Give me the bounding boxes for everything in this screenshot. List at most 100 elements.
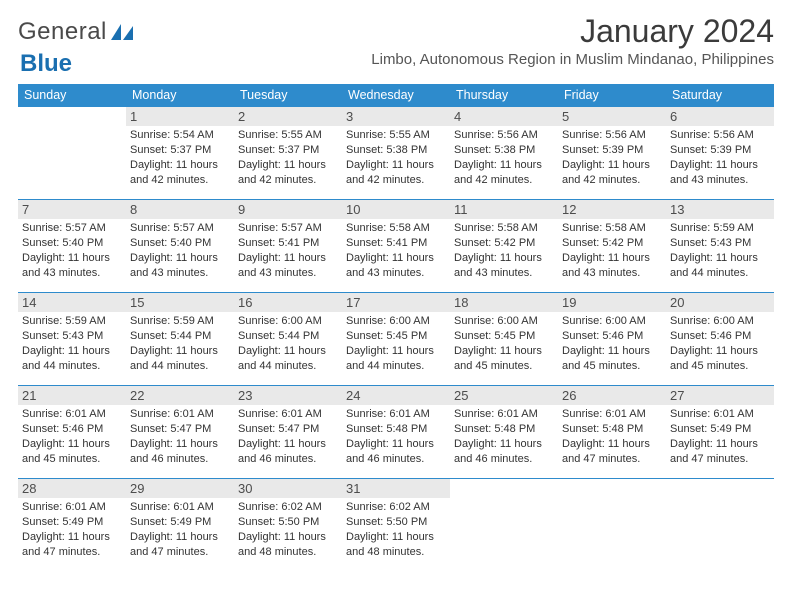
- weekday-header: Monday: [126, 84, 234, 107]
- day-number: 4: [450, 107, 558, 126]
- daylight-text: Daylight: 11 hours and 48 minutes.: [346, 530, 446, 560]
- daylight-text: Daylight: 11 hours and 46 minutes.: [454, 437, 554, 467]
- sunrise-text: Sunrise: 6:02 AM: [346, 500, 446, 515]
- weekday-header: Saturday: [666, 84, 774, 107]
- sunset-text: Sunset: 5:44 PM: [238, 329, 338, 344]
- day-number: 24: [342, 386, 450, 405]
- sunrise-text: Sunrise: 6:00 AM: [346, 314, 446, 329]
- daylight-text: Daylight: 11 hours and 43 minutes.: [130, 251, 230, 281]
- calendar-table: Sunday Monday Tuesday Wednesday Thursday…: [18, 84, 774, 571]
- day-number: 29: [126, 479, 234, 498]
- calendar-cell: 22Sunrise: 6:01 AMSunset: 5:47 PMDayligh…: [126, 386, 234, 479]
- sunset-text: Sunset: 5:46 PM: [670, 329, 770, 344]
- calendar-cell: 13Sunrise: 5:59 AMSunset: 5:43 PMDayligh…: [666, 200, 774, 293]
- brand-logo: General: [18, 14, 137, 46]
- daylight-text: Daylight: 11 hours and 43 minutes.: [670, 158, 770, 188]
- calendar-cell: .: [18, 107, 126, 200]
- weekday-header: Wednesday: [342, 84, 450, 107]
- calendar-cell: 8Sunrise: 5:57 AMSunset: 5:40 PMDaylight…: [126, 200, 234, 293]
- calendar-cell: 9Sunrise: 5:57 AMSunset: 5:41 PMDaylight…: [234, 200, 342, 293]
- daylight-text: Daylight: 11 hours and 44 minutes.: [346, 344, 446, 374]
- calendar-cell: 7Sunrise: 5:57 AMSunset: 5:40 PMDaylight…: [18, 200, 126, 293]
- day-number: 28: [18, 479, 126, 498]
- daylight-text: Daylight: 11 hours and 42 minutes.: [130, 158, 230, 188]
- daylight-text: Daylight: 11 hours and 46 minutes.: [346, 437, 446, 467]
- calendar-cell: 26Sunrise: 6:01 AMSunset: 5:48 PMDayligh…: [558, 386, 666, 479]
- sunrise-text: Sunrise: 6:01 AM: [130, 500, 230, 515]
- daylight-text: Daylight: 11 hours and 46 minutes.: [238, 437, 338, 467]
- calendar-cell: 14Sunrise: 5:59 AMSunset: 5:43 PMDayligh…: [18, 293, 126, 386]
- daylight-text: Daylight: 11 hours and 44 minutes.: [238, 344, 338, 374]
- weekday-row: Sunday Monday Tuesday Wednesday Thursday…: [18, 84, 774, 107]
- day-number: 22: [126, 386, 234, 405]
- calendar-cell: 27Sunrise: 6:01 AMSunset: 5:49 PMDayligh…: [666, 386, 774, 479]
- calendar-cell: 12Sunrise: 5:58 AMSunset: 5:42 PMDayligh…: [558, 200, 666, 293]
- sunrise-text: Sunrise: 5:59 AM: [22, 314, 122, 329]
- calendar-page: General January 2024 Limbo, Autonomous R…: [0, 0, 792, 612]
- sunrise-text: Sunrise: 5:58 AM: [454, 221, 554, 236]
- sunrise-text: Sunrise: 6:01 AM: [238, 407, 338, 422]
- calendar-cell: .: [558, 479, 666, 572]
- day-number: 25: [450, 386, 558, 405]
- day-number: 8: [126, 200, 234, 219]
- calendar-head: Sunday Monday Tuesday Wednesday Thursday…: [18, 84, 774, 107]
- sunrise-text: Sunrise: 5:58 AM: [346, 221, 446, 236]
- daylight-text: Daylight: 11 hours and 47 minutes.: [562, 437, 662, 467]
- daylight-text: Daylight: 11 hours and 42 minutes.: [454, 158, 554, 188]
- day-number: 14: [18, 293, 126, 312]
- calendar-cell: 25Sunrise: 6:01 AMSunset: 5:48 PMDayligh…: [450, 386, 558, 479]
- calendar-cell: 6Sunrise: 5:56 AMSunset: 5:39 PMDaylight…: [666, 107, 774, 200]
- day-number: 2: [234, 107, 342, 126]
- daylight-text: Daylight: 11 hours and 44 minutes.: [22, 344, 122, 374]
- daylight-text: Daylight: 11 hours and 45 minutes.: [562, 344, 662, 374]
- daylight-text: Daylight: 11 hours and 42 minutes.: [346, 158, 446, 188]
- sunrise-text: Sunrise: 6:00 AM: [670, 314, 770, 329]
- sunrise-text: Sunrise: 6:02 AM: [238, 500, 338, 515]
- calendar-week-row: 7Sunrise: 5:57 AMSunset: 5:40 PMDaylight…: [18, 200, 774, 293]
- sunrise-text: Sunrise: 6:01 AM: [346, 407, 446, 422]
- sunrise-text: Sunrise: 5:56 AM: [562, 128, 662, 143]
- daylight-text: Daylight: 11 hours and 43 minutes.: [562, 251, 662, 281]
- day-number: 23: [234, 386, 342, 405]
- daylight-text: Daylight: 11 hours and 43 minutes.: [22, 251, 122, 281]
- calendar-cell: 15Sunrise: 5:59 AMSunset: 5:44 PMDayligh…: [126, 293, 234, 386]
- calendar-week-row: .1Sunrise: 5:54 AMSunset: 5:37 PMDayligh…: [18, 107, 774, 200]
- day-number: 31: [342, 479, 450, 498]
- sunrise-text: Sunrise: 5:54 AM: [130, 128, 230, 143]
- calendar-cell: 24Sunrise: 6:01 AMSunset: 5:48 PMDayligh…: [342, 386, 450, 479]
- calendar-week-row: 21Sunrise: 6:01 AMSunset: 5:46 PMDayligh…: [18, 386, 774, 479]
- day-number: 27: [666, 386, 774, 405]
- brand-word-1: General: [18, 18, 107, 46]
- calendar-cell: 10Sunrise: 5:58 AMSunset: 5:41 PMDayligh…: [342, 200, 450, 293]
- sunset-text: Sunset: 5:39 PM: [562, 143, 662, 158]
- daylight-text: Daylight: 11 hours and 42 minutes.: [562, 158, 662, 188]
- calendar-cell: 11Sunrise: 5:58 AMSunset: 5:42 PMDayligh…: [450, 200, 558, 293]
- day-number: 21: [18, 386, 126, 405]
- daylight-text: Daylight: 11 hours and 43 minutes.: [238, 251, 338, 281]
- calendar-cell: .: [666, 479, 774, 572]
- calendar-cell: 3Sunrise: 5:55 AMSunset: 5:38 PMDaylight…: [342, 107, 450, 200]
- sunset-text: Sunset: 5:42 PM: [562, 236, 662, 251]
- day-number: 19: [558, 293, 666, 312]
- calendar-cell: 19Sunrise: 6:00 AMSunset: 5:46 PMDayligh…: [558, 293, 666, 386]
- calendar-cell: 5Sunrise: 5:56 AMSunset: 5:39 PMDaylight…: [558, 107, 666, 200]
- sunset-text: Sunset: 5:49 PM: [670, 422, 770, 437]
- sunset-text: Sunset: 5:49 PM: [130, 515, 230, 530]
- sunset-text: Sunset: 5:43 PM: [670, 236, 770, 251]
- sunrise-text: Sunrise: 6:01 AM: [22, 407, 122, 422]
- calendar-cell: 23Sunrise: 6:01 AMSunset: 5:47 PMDayligh…: [234, 386, 342, 479]
- sunset-text: Sunset: 5:37 PM: [130, 143, 230, 158]
- day-number: 1: [126, 107, 234, 126]
- day-number: 9: [234, 200, 342, 219]
- calendar-body: .1Sunrise: 5:54 AMSunset: 5:37 PMDayligh…: [18, 107, 774, 572]
- sunset-text: Sunset: 5:48 PM: [562, 422, 662, 437]
- day-number: 20: [666, 293, 774, 312]
- day-number: 10: [342, 200, 450, 219]
- sunset-text: Sunset: 5:40 PM: [130, 236, 230, 251]
- sunset-text: Sunset: 5:41 PM: [346, 236, 446, 251]
- weekday-header: Sunday: [18, 84, 126, 107]
- brand-word-2: Blue: [20, 50, 72, 77]
- calendar-week-row: 28 Sunrise: 6:01 AMSunset: 5:49 PM Dayligh…: [18, 479, 774, 572]
- calendar-cell: 4Sunrise: 5:56 AMSunset: 5:38 PMDaylight…: [450, 107, 558, 200]
- logo-sail-icon: [111, 22, 137, 42]
